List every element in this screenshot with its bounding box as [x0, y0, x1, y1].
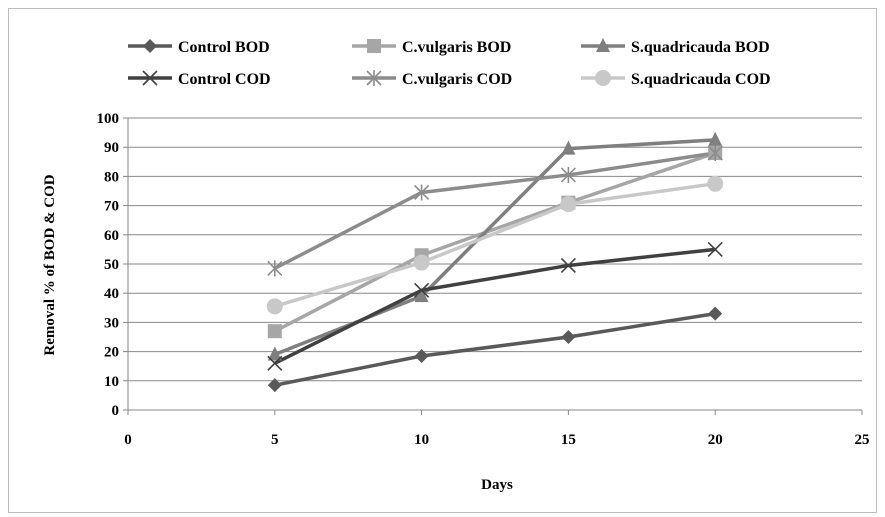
- y-tick-label: 10: [104, 374, 119, 390]
- chart-frame: [8, 8, 877, 513]
- x-tick-label: 5: [271, 432, 279, 448]
- x-tick-label: 10: [414, 432, 429, 448]
- data-point-circle: [413, 254, 430, 271]
- legend-item: S.quadricauda BOD: [581, 38, 770, 56]
- data-point-circle: [560, 196, 577, 213]
- legend-marker-triangle: [596, 38, 610, 52]
- y-tick-label: 100: [97, 111, 120, 127]
- data-point-square: [267, 324, 282, 339]
- data-point-diamond: [267, 378, 282, 393]
- series-line: [274, 181, 716, 309]
- legend-item: Control BOD: [128, 39, 270, 56]
- data-point-triangle: [561, 140, 576, 155]
- y-axis-title: Removal % of BOD & COD: [42, 174, 58, 355]
- data-point-x: [414, 282, 430, 298]
- y-tick-label: 50: [104, 257, 119, 273]
- legend-label: C.vulgaris COD: [402, 71, 512, 88]
- x-tick-label: 15: [561, 432, 576, 448]
- data-point-star: [707, 145, 723, 162]
- series-line: [274, 311, 716, 387]
- data-point-diamond: [414, 348, 429, 363]
- legend-label: Control BOD: [178, 39, 270, 56]
- series-line: [274, 247, 716, 365]
- x-tick-label: 25: [855, 432, 870, 448]
- x-tick-labels: 0 5 10 15 20 25: [124, 432, 869, 448]
- data-point-star: [414, 184, 430, 201]
- series-line: [273, 151, 716, 333]
- legend-label: C.vulgaris BOD: [402, 39, 511, 56]
- series-line: [273, 151, 716, 270]
- data-point-triangle: [414, 288, 429, 303]
- legend-item: C.vulgaris BOD: [352, 39, 511, 56]
- data-point-circle: [707, 175, 724, 192]
- legend-item: S.quadricauda COD: [581, 70, 771, 88]
- legend: Control BOD C.vulgaris BOD S.quadricauda B…: [128, 38, 771, 88]
- y-tick-label: 60: [104, 228, 119, 244]
- legend-marker-diamond: [143, 39, 157, 53]
- data-point-diamond: [561, 330, 576, 344]
- data-point-triangle: [267, 346, 282, 361]
- legend-item: Control COD: [128, 70, 271, 88]
- legend-item: C.vulgaris COD: [352, 70, 512, 88]
- x-axis-title: Days: [481, 477, 513, 493]
- y-tick-label: 90: [104, 140, 119, 156]
- legend-marker-x: [142, 70, 158, 86]
- legend-label: Control COD: [178, 71, 271, 88]
- data-point-star: [560, 166, 576, 183]
- axes: [123, 117, 863, 415]
- legend-label: S.quadricauda BOD: [631, 39, 770, 56]
- legend-marker-square: [367, 39, 381, 53]
- series-lines: [266, 131, 724, 393]
- legend-marker-star: [366, 70, 382, 86]
- legend-marker-circle: [595, 70, 611, 86]
- y-tick-label: 20: [104, 345, 119, 361]
- y-tick-label: 0: [112, 403, 120, 419]
- y-tick-label: 70: [104, 199, 119, 215]
- y-tick-label: 30: [104, 315, 119, 331]
- data-point-x: [707, 241, 723, 257]
- legend-label: S.quadricauda COD: [631, 71, 771, 88]
- data-point-star: [267, 260, 283, 277]
- y-tick-label: 40: [104, 286, 119, 302]
- y-tick-label: 80: [104, 169, 119, 185]
- data-point-x: [560, 257, 576, 274]
- data-point-x: [267, 355, 283, 371]
- gridlines: [128, 117, 862, 382]
- data-point-triangle: [708, 131, 723, 146]
- data-point-diamond: [708, 306, 723, 321]
- x-tick-label: 20: [708, 432, 723, 448]
- data-point-circle: [266, 298, 283, 315]
- x-tick-label: 0: [124, 432, 132, 448]
- y-tick-labels: 0 10 20 30 40 50 60 70 80 90 100: [97, 111, 120, 419]
